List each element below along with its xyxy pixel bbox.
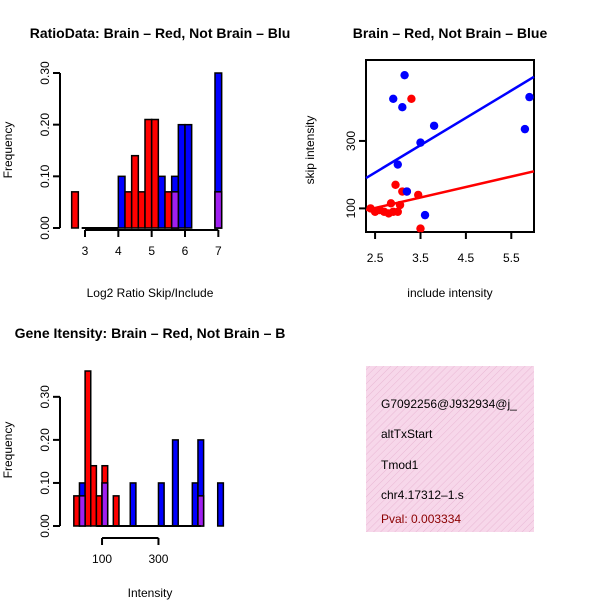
- point-brain: [395, 200, 405, 210]
- bar-brain: [70, 191, 80, 229]
- bar-not-brain: [157, 175, 166, 229]
- y-axis-label: skip intensity: [303, 116, 317, 185]
- locus: chr4.17312–1.s: [381, 488, 464, 502]
- axes: 0.00 0.10 0.20 0.30 3 4 5 6 7: [38, 61, 222, 258]
- y-tick-label: 0.10: [38, 471, 52, 495]
- gene-name: Tmod1: [381, 458, 419, 472]
- point-brain: [391, 180, 400, 189]
- x-tick-label: 300: [148, 552, 168, 566]
- point-not-brain: [520, 124, 530, 134]
- x-axis-label: include intensity: [407, 286, 492, 300]
- x-tick-label: 100: [92, 552, 112, 566]
- y-tick-label: 0.00: [38, 216, 52, 240]
- x-tick-label: 4: [115, 244, 122, 258]
- y-tick-label: 100: [344, 198, 358, 218]
- point-brain: [393, 207, 402, 216]
- p-value: Pval: 0.003334: [381, 512, 461, 526]
- y-axis-label: Frequency: [1, 122, 15, 179]
- bar-overlap: [78, 495, 86, 527]
- point-brain: [416, 224, 425, 233]
- bar-overlap: [214, 191, 223, 229]
- chart-title: Brain – Red, Not Brain – Blue: [353, 25, 548, 41]
- bar-not-brain: [117, 175, 126, 229]
- x-axis-label: Log2 Ratio Skip/Include: [87, 286, 214, 300]
- axes: 0.00 0.10 0.20 0.30 100 300: [38, 385, 169, 566]
- bar-not-brain: [216, 482, 225, 527]
- event-type: altTxStart: [381, 427, 433, 441]
- point-brain: [407, 94, 416, 103]
- x-tick-label: 7: [215, 244, 222, 258]
- axes: 100 300 2.5 3.5 4.5 5.5: [344, 131, 520, 265]
- bar-not-brain: [184, 123, 193, 229]
- bar-brain: [164, 191, 173, 229]
- bars: [70, 72, 223, 229]
- point-brain: [386, 199, 396, 208]
- histogram-intensity: Gene Itensity: Brain – Red, Not Brain – …: [1, 325, 285, 600]
- bar-brain: [144, 118, 153, 229]
- x-tick-label: 3: [82, 244, 89, 258]
- point-not-brain: [420, 210, 430, 220]
- fit-line-not-brain: [365, 75, 535, 180]
- chart-title: RatioData: Brain – Red, Not Brain – Blu: [30, 25, 291, 41]
- point-not-brain: [400, 70, 409, 80]
- y-tick-label: 0.20: [38, 113, 52, 137]
- x-tick-label: 5: [148, 244, 155, 258]
- plot-frame: [365, 59, 535, 233]
- bar-brain: [137, 191, 146, 229]
- bar-brain: [130, 154, 140, 229]
- x-tick-label: 6: [182, 244, 189, 258]
- y-tick-label: 0.20: [38, 428, 52, 452]
- bar-brain: [90, 464, 98, 527]
- bar-not-brain: [157, 482, 165, 527]
- bar-brain: [124, 191, 133, 229]
- bar-not-brain: [191, 482, 199, 527]
- point-not-brain: [402, 187, 412, 196]
- bar-brain: [150, 118, 160, 229]
- histogram-ratio: RatioData: Brain – Red, Not Brain – Blu …: [1, 25, 290, 300]
- y-tick-label: 0.30: [38, 385, 52, 409]
- point-not-brain: [525, 92, 534, 102]
- y-axis-label: Frequency: [1, 422, 15, 479]
- y-tick-label: 0.30: [38, 61, 52, 85]
- x-tick-label: 2.5: [367, 251, 384, 265]
- point-brain: [414, 190, 423, 200]
- bar-not-brain: [171, 439, 179, 527]
- info-panel: G7092256@J932934@j_ altTxStart Tmod1 chr…: [366, 366, 534, 532]
- y-tick-label: 0.00: [38, 514, 52, 538]
- bars: [73, 370, 225, 527]
- scatter-points: [365, 70, 535, 233]
- x-axis-label: Intensity: [128, 586, 173, 600]
- scatter-intensity: Brain – Red, Not Brain – Blue include in…: [303, 25, 547, 300]
- x-tick-label: 4.5: [458, 251, 475, 265]
- bar-overlap: [197, 495, 205, 527]
- x-tick-label: 5.5: [503, 251, 520, 265]
- point-not-brain: [393, 160, 402, 169]
- point-not-brain: [429, 121, 439, 130]
- bar-not-brain: [129, 482, 137, 527]
- info-panel-background: [366, 366, 534, 532]
- point-not-brain: [416, 138, 425, 147]
- bar-overlap: [101, 482, 109, 527]
- bar-brain: [73, 495, 81, 527]
- y-tick-label: 0.10: [38, 164, 52, 188]
- chart-title: Gene Itensity: Brain – Red, Not Brain – …: [15, 325, 286, 341]
- bar-not-brain: [177, 123, 186, 229]
- point-not-brain: [389, 94, 398, 103]
- x-tick-label: 3.5: [412, 251, 429, 265]
- point-not-brain: [398, 103, 407, 112]
- event-id: G7092256@J932934@j_: [381, 397, 517, 411]
- y-tick-label: 300: [344, 131, 358, 151]
- bar-brain: [84, 370, 92, 527]
- bar-brain: [112, 495, 120, 527]
- bar-brain: [95, 495, 103, 527]
- bar-overlap: [170, 191, 180, 229]
